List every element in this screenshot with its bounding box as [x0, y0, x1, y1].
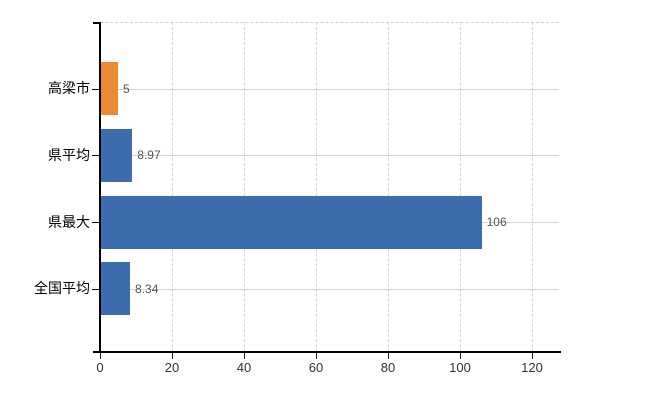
- y-axis-top-tick: [93, 22, 100, 24]
- x-axis-tick: [532, 353, 533, 359]
- x-tick-label: 40: [236, 360, 252, 375]
- y-axis-line: [99, 22, 101, 353]
- x-axis-tick: [316, 353, 317, 359]
- bar-value-label: 5: [123, 81, 130, 96]
- bar-value-label: 8.34: [135, 281, 159, 296]
- category-tick: [92, 88, 100, 90]
- x-axis-tick: [460, 353, 461, 359]
- vertical-gridline: [244, 22, 245, 352]
- category-label: 高梁市: [48, 80, 90, 96]
- x-tick-label: 120: [521, 360, 543, 375]
- x-axis-tick: [172, 353, 173, 359]
- x-tick-label: 80: [380, 360, 396, 375]
- x-tick-label: 0: [96, 360, 104, 375]
- category-label: 県最大: [48, 213, 90, 230]
- plot-top-border: [100, 22, 559, 23]
- bar-value-label: 106: [486, 215, 507, 230]
- vertical-gridline: [388, 22, 389, 352]
- x-axis-tick: [244, 353, 245, 359]
- x-tick-label: 20: [164, 360, 180, 375]
- category-gridline: [100, 88, 559, 90]
- x-axis-tick: [388, 353, 389, 359]
- x-axis-tick: [100, 353, 101, 359]
- category-tick: [92, 155, 100, 157]
- x-axis-line: [93, 351, 561, 353]
- vertical-gridline: [532, 22, 533, 352]
- vertical-gridline: [172, 22, 173, 352]
- category-tick: [92, 288, 100, 290]
- vertical-gridline: [316, 22, 317, 352]
- category-label: 県平均: [48, 146, 90, 163]
- bar: [100, 195, 482, 249]
- category-gridline: [100, 155, 559, 157]
- bar: [100, 262, 131, 316]
- category-gridline: [100, 288, 559, 290]
- category-label: 全国平均: [34, 280, 90, 297]
- category-tick: [92, 222, 100, 224]
- bar-value-label: 8.97: [137, 148, 161, 163]
- x-tick-label: 60: [308, 360, 324, 375]
- x-tick-label: 100: [449, 360, 471, 375]
- bar: [100, 128, 133, 182]
- vertical-gridline: [460, 22, 461, 352]
- bar: [100, 62, 118, 115]
